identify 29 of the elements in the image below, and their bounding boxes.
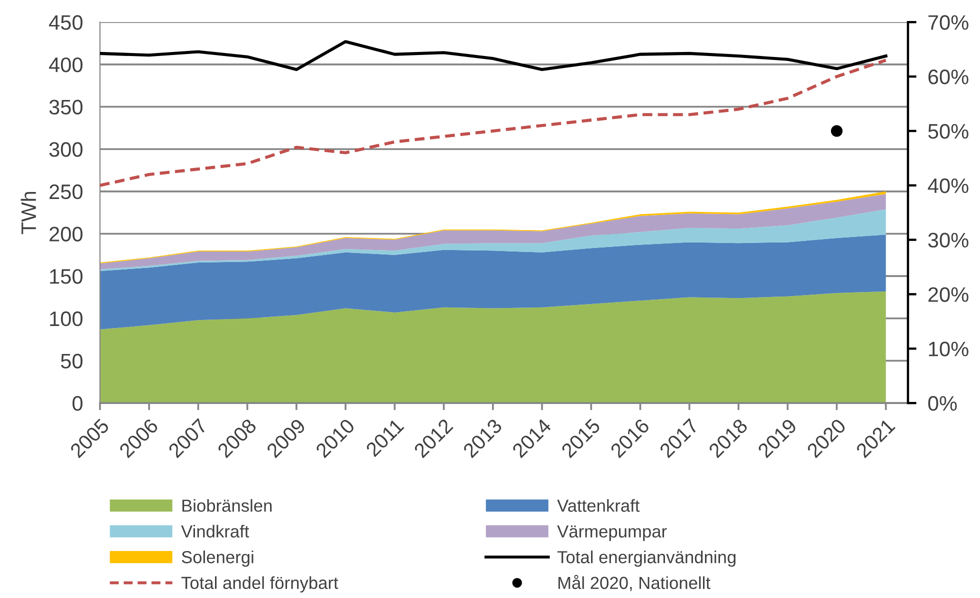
y2-tick-label: 50%: [928, 124, 968, 139]
y2-tick-label: 20%: [928, 287, 968, 302]
legend-label: Solenergi: [182, 550, 254, 567]
legend-label: Vattenkraft: [557, 499, 640, 512]
legend-label: Biobränslen: [182, 499, 272, 512]
y-axis-title: TWh: [20, 192, 36, 234]
y2-tick-label: 0%: [928, 396, 957, 411]
y2-tick-label: 10%: [929, 342, 968, 356]
y2-tick-label: 40%: [928, 178, 968, 194]
y2-tick-label: 70%: [928, 15, 968, 30]
line-series: [100, 40, 888, 72]
y-tick-label: 200: [50, 226, 82, 242]
legend-label: Mål 2020, Nationellt: [558, 574, 710, 592]
y2-tick-label: 60%: [928, 70, 968, 84]
y-tick-label: 350: [49, 100, 82, 115]
y-tick-label: 150: [50, 269, 82, 284]
line-series: [100, 58, 888, 187]
legend-label: Total andel förnybart: [181, 576, 338, 592]
y-tick-label: 100: [50, 311, 82, 326]
y-tick-label: 0: [72, 396, 82, 411]
y-tick-label: 250: [50, 184, 82, 200]
y-tick-label: 400: [49, 57, 82, 72]
y-tick-label: 50: [60, 354, 82, 368]
legend-label: Värmepumpar: [557, 525, 667, 542]
legend-label: Vindkraft: [181, 524, 250, 538]
y-tick-label: 450: [49, 15, 82, 30]
y-tick-label: 300: [49, 142, 82, 157]
legend-label: Total energianvändning: [557, 550, 736, 567]
y2-tick-label: 30%: [928, 232, 968, 248]
